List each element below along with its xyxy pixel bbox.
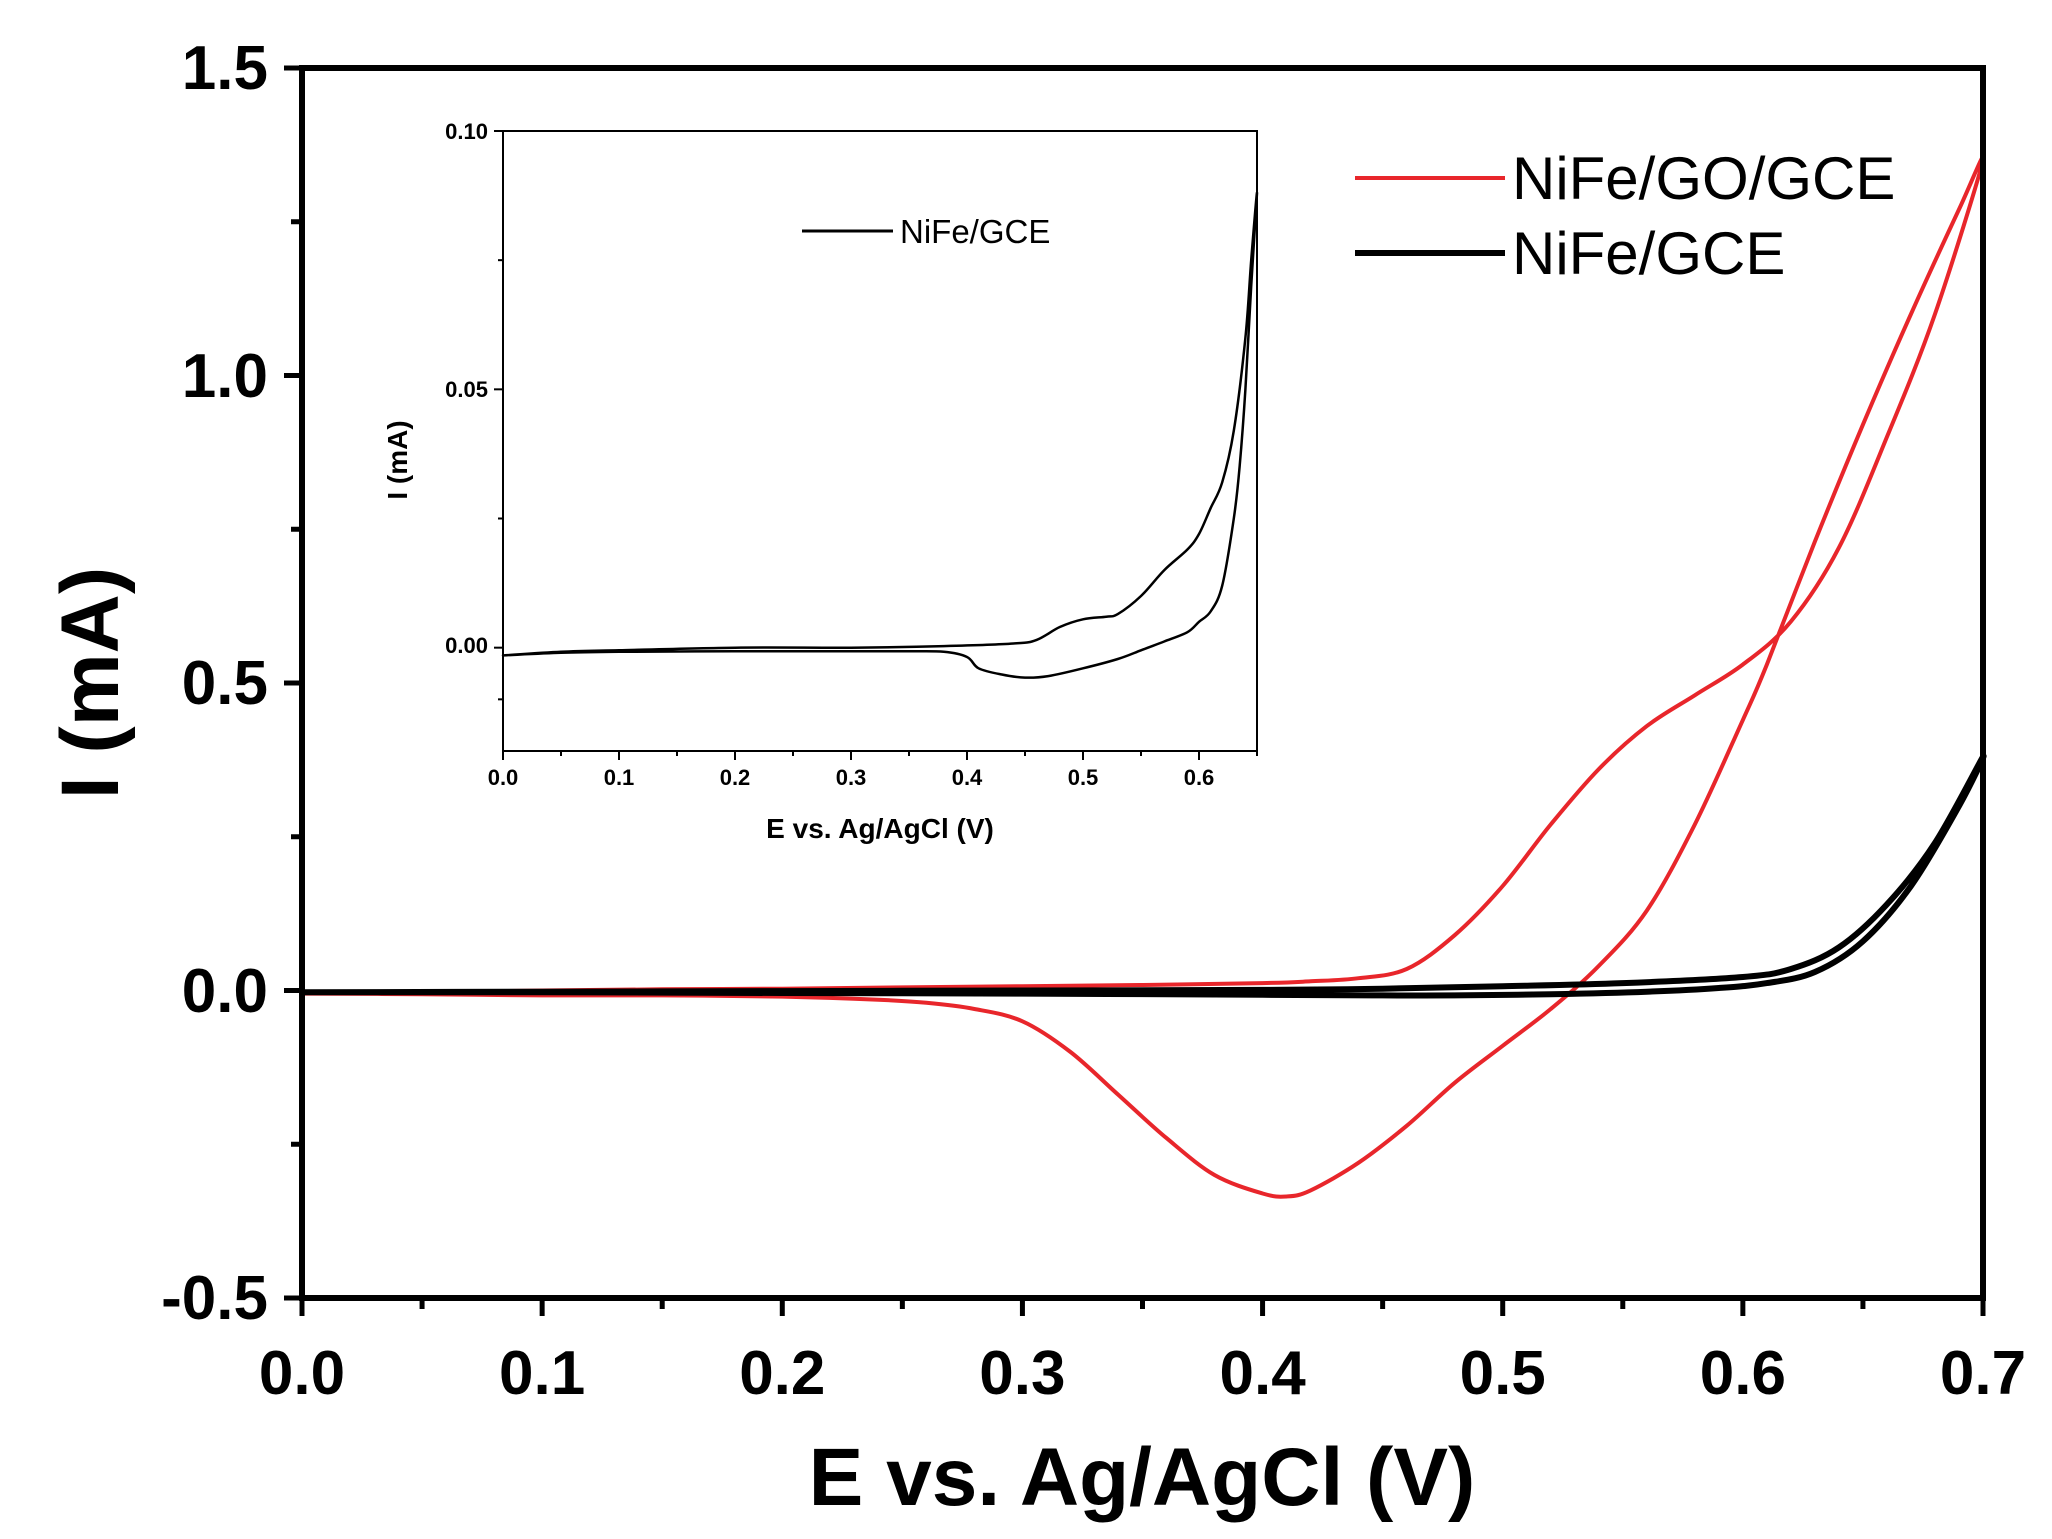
inset-y-tick-label: 0.10 (445, 119, 488, 144)
main-x-tick-label: 0.0 (259, 1339, 345, 1408)
main-ticks (284, 65, 1986, 1316)
main-y-tick-label: 1.0 (182, 342, 268, 411)
main-legend: NiFe/GO/GCE NiFe/GCE (1355, 145, 1895, 287)
inset-x-tick-label: 0.5 (1068, 765, 1099, 790)
main-x-tick-label: 0.2 (739, 1339, 825, 1408)
legend-label-nife-gce: NiFe/GCE (1512, 220, 1785, 287)
main-x-tick-label: 0.6 (1700, 1339, 1786, 1408)
inset-plot-frame (502, 130, 1258, 752)
inset-ticks (494, 130, 1258, 760)
main-series-nife-go-gce (300, 154, 1986, 1199)
inset-series-layer (501, 191, 1259, 679)
main-x-tick-label: 0.1 (499, 1339, 585, 1408)
main-y-tick-label: 0.5 (182, 649, 268, 718)
main-x-tick-label: 0.7 (1940, 1339, 2026, 1408)
inset-x-tick-labels: 0.0 0.1 0.2 0.3 0.4 0.5 0.6 (488, 765, 1215, 790)
inset-y-tick-label: 0.00 (445, 633, 488, 658)
main-series-layer (299, 154, 1987, 1199)
inset-series-nife-gce (501, 191, 1259, 679)
inset-chart: 0.0 0.1 0.2 0.3 0.4 0.5 0.6 0.00 0.05 0.… (382, 119, 1259, 844)
inset-x-tick-label: 0.3 (836, 765, 867, 790)
main-chart: 0.0 0.1 0.2 0.3 0.4 0.5 0.6 0.7 -0.5 0.0… (45, 34, 2026, 1523)
main-y-tick-label: 0.0 (182, 957, 268, 1026)
inset-legend: NiFe/GCE (802, 213, 1050, 250)
inset-y-tick-label: 0.05 (445, 377, 488, 402)
inset-x-tick-label: 0.1 (604, 765, 635, 790)
inset-x-tick-label: 0.2 (720, 765, 751, 790)
main-y-tick-labels: -0.5 0.0 0.5 1.0 1.5 (161, 34, 268, 1333)
main-y-axis-title: I (mA) (45, 567, 136, 799)
main-x-tick-label: 0.4 (1219, 1339, 1306, 1408)
legend-label-nife-go-gce: NiFe/GO/GCE (1512, 145, 1895, 212)
inset-x-tick-label: 0.6 (1184, 765, 1215, 790)
main-series-nife-gce (299, 753, 1987, 999)
inset-y-tick-labels: 0.00 0.05 0.10 (445, 119, 488, 658)
main-y-tick-label: 1.5 (182, 34, 268, 103)
inset-x-tick-label: 0.4 (952, 765, 983, 790)
inset-legend-label-nife-gce: NiFe/GCE (900, 213, 1050, 250)
inset-x-axis-title: E vs. Ag/AgCl (V) (766, 813, 994, 844)
main-x-tick-label: 0.5 (1460, 1339, 1546, 1408)
main-x-tick-labels: 0.0 0.1 0.2 0.3 0.4 0.5 0.6 0.7 (259, 1339, 2026, 1408)
main-x-tick-label: 0.3 (979, 1339, 1065, 1408)
main-y-tick-label: -0.5 (161, 1264, 268, 1333)
inset-x-tick-label: 0.0 (488, 765, 519, 790)
inset-y-axis-title: I (mA) (382, 420, 413, 499)
main-x-axis-title: E vs. Ag/AgCl (V) (809, 1432, 1476, 1523)
